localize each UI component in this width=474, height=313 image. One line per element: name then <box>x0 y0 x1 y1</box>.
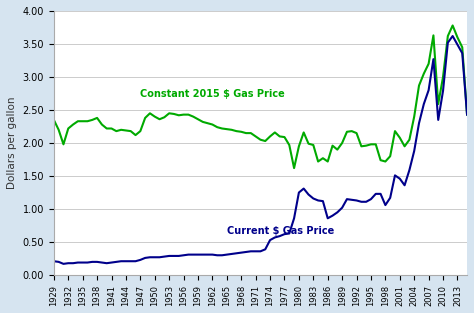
Text: Constant 2015 $ Gas Price: Constant 2015 $ Gas Price <box>140 89 285 99</box>
Current $ Gas Price <box>176 254 182 258</box>
Constant 2015 $ Gas Price <box>257 138 263 141</box>
Line: Constant 2015 $ Gas Price: Constant 2015 $ Gas Price <box>54 25 467 168</box>
Constant 2015 $ Gas Price <box>392 129 398 133</box>
Current $ Gas Price <box>61 262 66 266</box>
Current $ Gas Price <box>229 252 235 256</box>
Constant 2015 $ Gas Price <box>450 23 456 27</box>
Constant 2015 $ Gas Price <box>291 166 297 170</box>
Current $ Gas Price <box>263 248 268 251</box>
Constant 2015 $ Gas Price <box>51 118 57 122</box>
Constant 2015 $ Gas Price <box>464 113 470 116</box>
Constant 2015 $ Gas Price <box>118 128 124 132</box>
Y-axis label: Dollars per gallon: Dollars per gallon <box>7 97 17 189</box>
Text: Current $ Gas Price: Current $ Gas Price <box>227 226 334 236</box>
Current $ Gas Price <box>464 113 470 116</box>
Line: Current $ Gas Price: Current $ Gas Price <box>54 36 467 264</box>
Current $ Gas Price <box>392 173 398 177</box>
Current $ Gas Price <box>450 34 456 38</box>
Current $ Gas Price <box>147 255 153 259</box>
Current $ Gas Price <box>123 259 129 263</box>
Current $ Gas Price <box>51 259 57 263</box>
Constant 2015 $ Gas Price <box>224 127 230 131</box>
Constant 2015 $ Gas Price <box>142 116 148 120</box>
Constant 2015 $ Gas Price <box>171 112 177 116</box>
